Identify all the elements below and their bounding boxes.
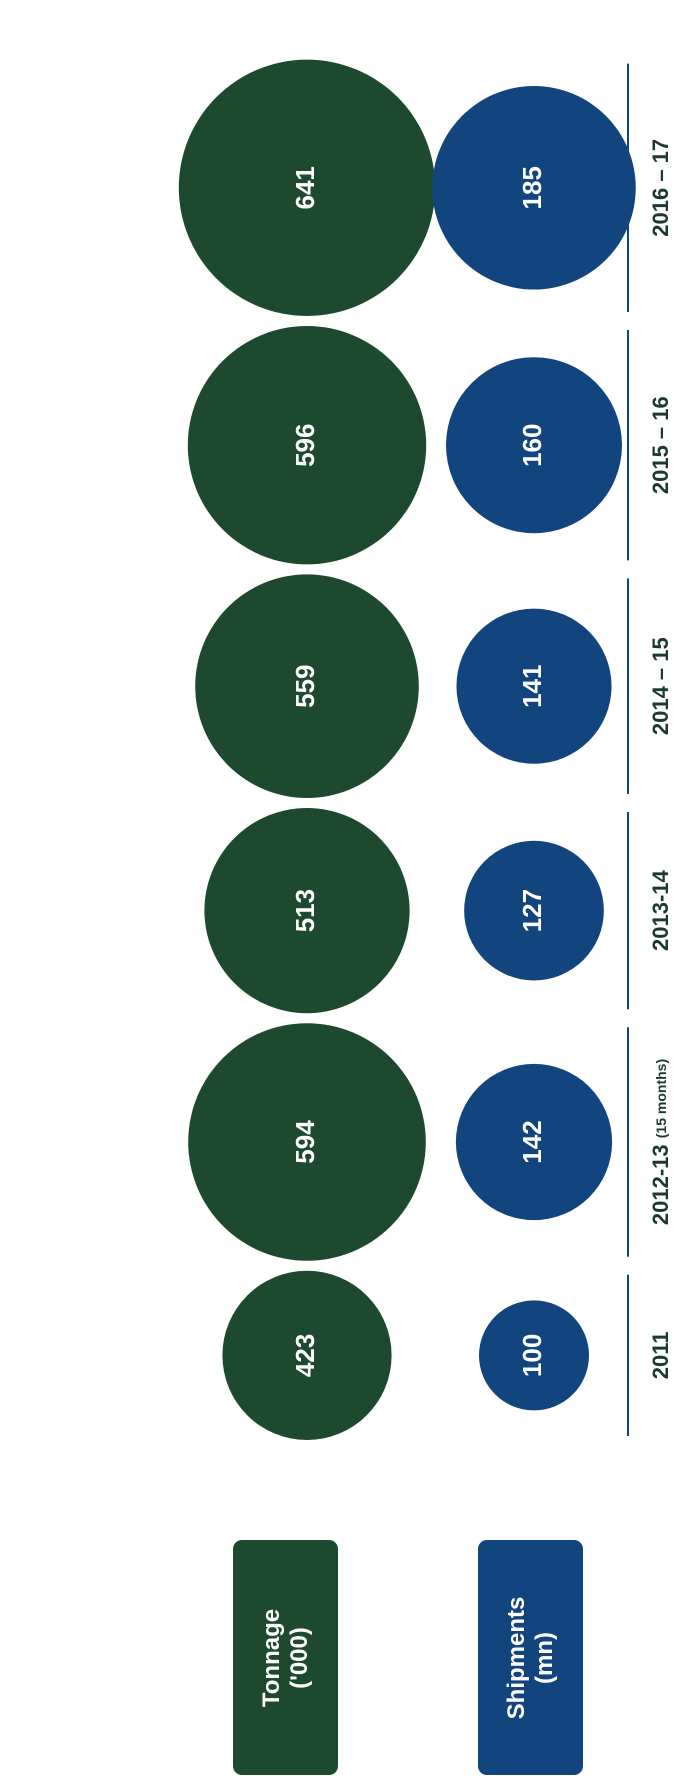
bubble — [446, 357, 622, 534]
legend-item: Tonnage ('000) — [233, 1540, 338, 1775]
category-text: 2012-13 — [648, 1144, 673, 1225]
value-label: 641 — [290, 166, 320, 209]
bubble — [222, 1270, 392, 1440]
bubble — [464, 840, 604, 981]
bubble — [432, 86, 636, 290]
value-label: 100 — [517, 1334, 547, 1377]
value-label: 185 — [517, 166, 547, 209]
value-label: 141 — [517, 665, 547, 708]
category-label: 2011 — [648, 1332, 673, 1380]
value-label: 559 — [290, 665, 320, 708]
legend-label: Tonnage ('000) — [257, 1608, 313, 1707]
category-text: 2011 — [648, 1332, 673, 1380]
category-note: (15 months) — [653, 1059, 669, 1138]
bubble — [187, 326, 427, 565]
bubble — [195, 574, 419, 798]
bubble — [188, 1023, 426, 1261]
value-label: 594 — [290, 1120, 320, 1164]
bubble — [455, 1063, 613, 1221]
category-label: 2013-14 — [648, 869, 673, 951]
category-text: 2014 – 15 — [648, 637, 673, 735]
bubble — [178, 59, 436, 316]
category-text: 2016 – 17 — [648, 139, 673, 237]
bubble — [479, 1300, 589, 1411]
value-label: 160 — [517, 424, 547, 467]
category-label: 2016 – 17 — [648, 139, 673, 237]
category-text: 2015 – 16 — [648, 396, 673, 494]
value-label: 127 — [517, 889, 547, 932]
category-text: 2013-14 — [648, 869, 673, 951]
bubble — [204, 808, 410, 1014]
legend-label: Shipments (mn) — [502, 1596, 558, 1719]
bubble — [456, 608, 612, 764]
category-label: 2015 – 16 — [648, 396, 673, 494]
category-label: 2012-13 (15 months) — [648, 1059, 673, 1225]
value-label: 423 — [290, 1334, 320, 1377]
value-label: 513 — [290, 889, 320, 932]
value-label: 142 — [517, 1120, 547, 1163]
category-label: 2014 – 15 — [648, 637, 673, 735]
value-label: 596 — [290, 424, 320, 467]
legend-item: Shipments (mn) — [478, 1540, 583, 1775]
